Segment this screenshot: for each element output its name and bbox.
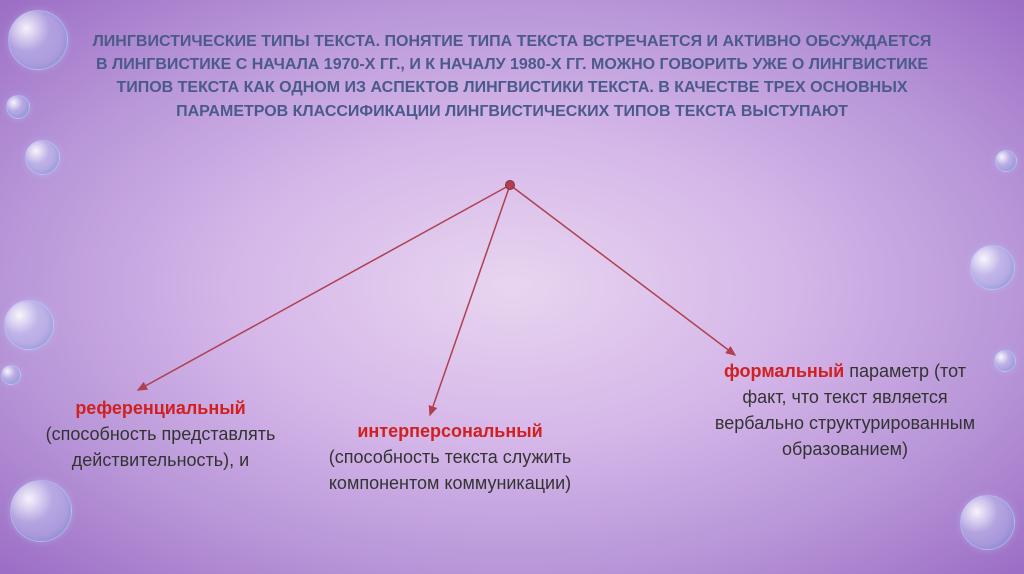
branch-node-2: формальный параметр (тот факт, что текст… — [700, 358, 990, 462]
branch-keyword: формальный — [724, 361, 844, 381]
water-bubble — [25, 140, 60, 175]
header-text: ЛИНГВИСТИЧЕСКИЕ ТИПЫ ТЕКСТА. ПОНЯТИЕ ТИП… — [90, 30, 934, 123]
branch-description: (способность представлять действительнос… — [46, 424, 276, 470]
branch-node-0: референциальный (способность представлят… — [38, 395, 283, 473]
water-bubble — [1, 365, 21, 385]
branch-description: (способность текста служить компонентом … — [329, 447, 571, 493]
connector-line — [430, 185, 510, 415]
branch-keyword: интерперсональный — [357, 421, 542, 441]
water-bubble — [970, 245, 1015, 290]
branch-keyword: референциальный — [75, 398, 245, 418]
origin-dot — [505, 180, 515, 190]
water-bubble — [6, 95, 30, 119]
branch-node-1: интерперсональный (способность текста сл… — [300, 418, 600, 496]
water-bubble — [995, 150, 1017, 172]
water-bubble — [8, 10, 68, 70]
water-bubble — [10, 480, 72, 542]
water-bubble — [4, 300, 54, 350]
water-bubble — [960, 495, 1015, 550]
connector-line — [138, 185, 510, 390]
water-bubble — [994, 350, 1016, 372]
connector-line — [510, 185, 735, 355]
